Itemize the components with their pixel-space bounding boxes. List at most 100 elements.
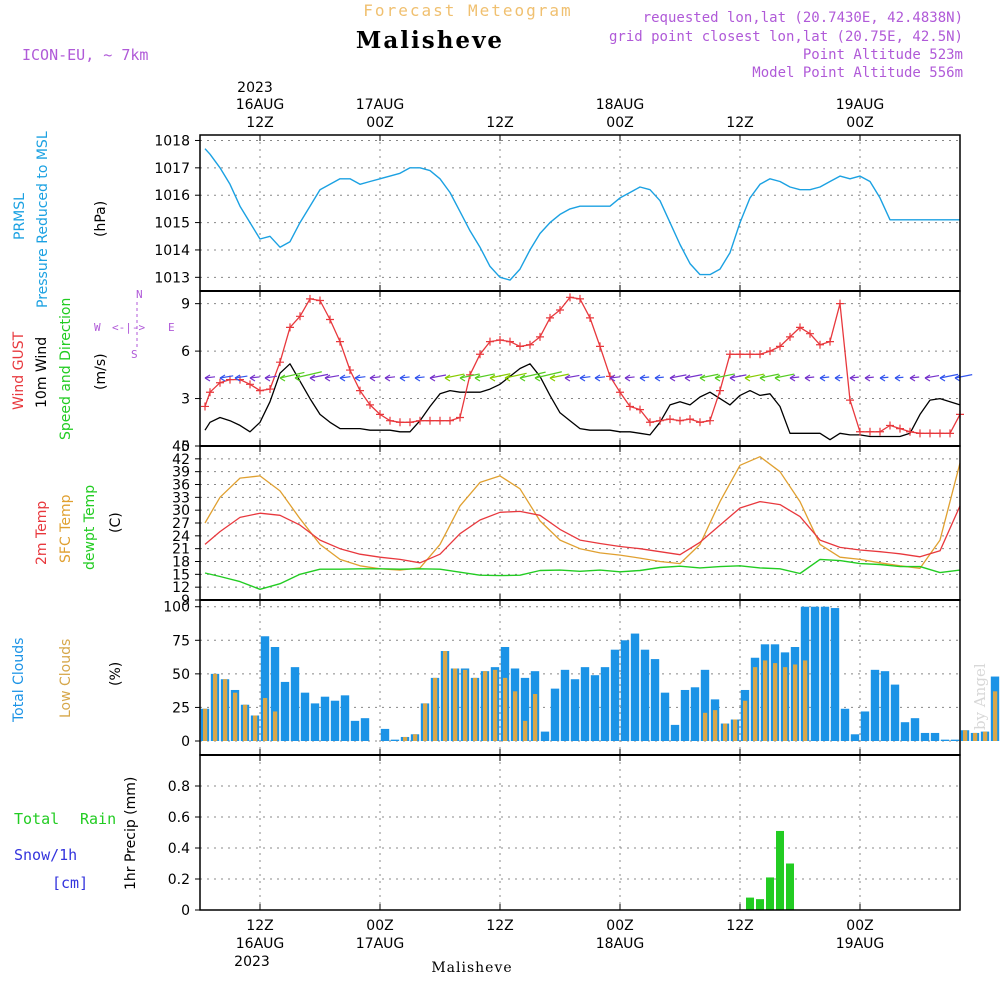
- gust-marker: [316, 296, 324, 305]
- total-clouds-bar: [380, 728, 390, 741]
- wind-direction-arrow: [489, 373, 511, 379]
- gust-marker: [726, 350, 734, 359]
- top-hour-label: 12Z: [486, 115, 513, 131]
- gust-marker: [906, 427, 914, 436]
- y-tick-label: 50: [172, 667, 190, 683]
- total-clouds-bar: [680, 689, 690, 741]
- total-clouds-bar: [540, 731, 550, 741]
- wind-arrow-head: [729, 374, 736, 382]
- wind-direction-arrow: [684, 374, 703, 379]
- total-clouds-bar: [700, 669, 710, 741]
- wind-direction-arrow: [954, 374, 973, 379]
- wind-direction-arrow: [789, 376, 800, 379]
- temp2m-label: 2m Temp: [34, 501, 50, 565]
- frame-layer: [199, 134, 961, 911]
- gust-marker: [686, 415, 694, 424]
- bottom-hour-label: 12Z: [246, 918, 273, 934]
- wind-arrow-head: [819, 374, 826, 382]
- grid-layer: 1013101410151016101710180369912151821242…: [154, 133, 960, 919]
- rain-label: Rain: [80, 810, 116, 828]
- low-clouds-bar: [703, 712, 708, 741]
- bottom-date-label: 16AUG: [236, 936, 285, 952]
- panel-frame: [199, 754, 961, 911]
- bottom-hour-label: 00Z: [846, 918, 873, 934]
- prmsl-label: PRMSL: [12, 193, 28, 240]
- wind-speed-dir-label: Speed and Direction: [58, 298, 74, 440]
- wind-arrow-head: [564, 374, 571, 382]
- gust-marker: [266, 385, 274, 394]
- y-tick-label: 18: [172, 555, 190, 571]
- top-hour-label: 00Z: [366, 115, 393, 131]
- total-clouds-bar: [390, 739, 400, 741]
- wind-arrow-head: [954, 374, 961, 382]
- y-tick-label: 33: [172, 490, 190, 506]
- wind-direction-arrow: [234, 375, 248, 379]
- wind-gust-label: Wind GUST: [11, 331, 27, 410]
- low-clouds-bar: [223, 679, 228, 741]
- gust-marker: [816, 340, 824, 349]
- gust-marker: [546, 313, 554, 322]
- total-clouds-bar: [670, 724, 680, 741]
- total-clouds-bar: [310, 703, 320, 741]
- gust-marker: [936, 429, 944, 438]
- y-tick-label: 9: [181, 297, 190, 313]
- grid-point-coords: grid point closest lon,lat (20.75E, 42.5…: [609, 29, 963, 45]
- wind-direction-arrow: [474, 373, 495, 379]
- pressure-series-line: [204, 148, 960, 281]
- wind-arrow-head: [714, 374, 721, 382]
- gust-marker: [516, 342, 524, 351]
- gust-marker: [476, 350, 484, 359]
- point-altitude: Point Altitude 523m: [803, 47, 963, 63]
- gust-marker: [206, 388, 214, 397]
- wind-arrow-head: [204, 374, 211, 382]
- gust-marker: [666, 415, 674, 424]
- gust-marker: [306, 294, 314, 303]
- wind-direction-arrow: [564, 374, 580, 379]
- low-clouds-bar: [483, 671, 488, 741]
- total-clouds-bar: [950, 739, 960, 741]
- wind-arrow-head: [249, 374, 256, 382]
- y-tick-label: 0.6: [168, 810, 190, 826]
- total-clouds-bar: [830, 608, 840, 741]
- low-clouds-bar: [723, 723, 728, 741]
- gust-marker: [866, 427, 874, 436]
- low-clouds-bar: [423, 703, 428, 741]
- wind-arrow-head: [579, 374, 586, 382]
- total-clouds-bar: [870, 669, 880, 741]
- total-clouds-bar: [930, 732, 940, 741]
- low-clouds-bar: [273, 711, 278, 741]
- total-clouds-bar: [660, 692, 670, 741]
- pressure-msl-label: Pressure Reduced to MSL: [35, 131, 51, 308]
- gust-marker: [756, 350, 764, 359]
- dewpoint-line: [204, 558, 961, 590]
- gust-marker: [366, 400, 374, 409]
- wind-arrow-head: [744, 374, 751, 382]
- wind-10m-label: 10m Wind: [34, 337, 50, 408]
- bottom-date-label: 18AUG: [596, 936, 645, 952]
- wind-direction-arrow: [369, 376, 381, 379]
- gust-marker: [416, 416, 424, 425]
- top-date-label: 19AUG: [836, 97, 885, 113]
- wind-direction-arrow: [819, 376, 830, 379]
- wind-arrow-head: [639, 374, 646, 382]
- y-tick-label: 36: [172, 478, 190, 494]
- bottom-hour-label: 12Z: [726, 918, 753, 934]
- y-tick-label: 1014: [154, 243, 190, 259]
- wind-direction-arrow: [504, 372, 527, 379]
- low-clouds-bar: [463, 669, 468, 741]
- wind-arrow-head: [879, 374, 886, 382]
- wind-direction-arrow: [579, 376, 591, 379]
- gust-marker: [556, 305, 564, 314]
- gust-marker: [616, 388, 624, 397]
- gust-marker: [706, 416, 714, 425]
- total-precip-label: Total: [14, 810, 59, 828]
- wind-direction-arrow: [639, 376, 650, 379]
- total-clouds-bar: [900, 722, 910, 741]
- wind-arrow-head: [264, 374, 271, 382]
- top-hour-label: 12Z: [726, 115, 753, 131]
- wind-arrow-head: [654, 374, 661, 382]
- gust-marker: [916, 429, 924, 438]
- low-clouds-bar: [513, 691, 518, 741]
- ms-unit-label: (m/s): [93, 353, 109, 390]
- gust-marker: [436, 416, 444, 425]
